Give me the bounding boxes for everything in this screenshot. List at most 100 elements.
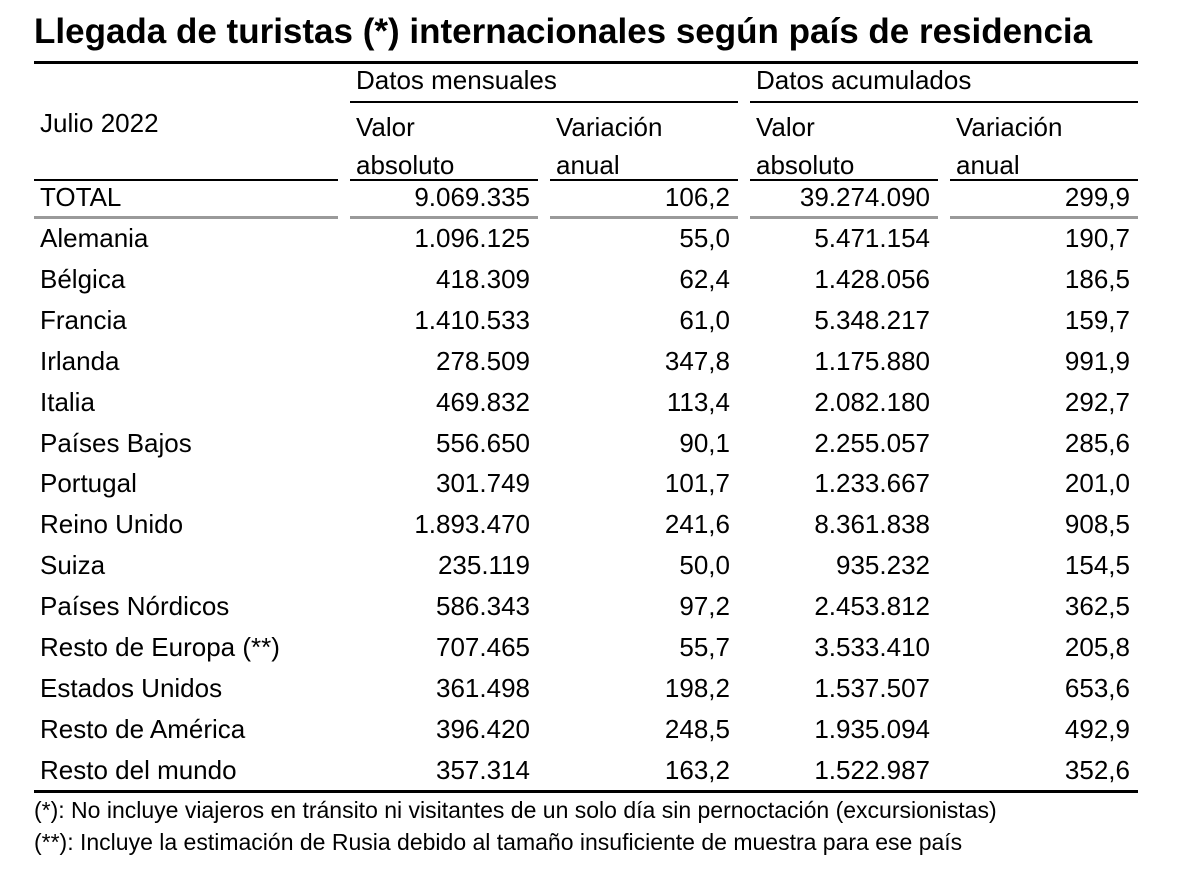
cell-a-var: 285,6 bbox=[1064, 428, 1130, 458]
cell-m-abs: 235.119 bbox=[437, 550, 530, 580]
total-rule-m-value bbox=[350, 216, 538, 219]
cell-a-var: 190,7 bbox=[1064, 223, 1130, 253]
row-label: Francia bbox=[40, 305, 127, 335]
header-m-value-line1: Valor bbox=[356, 112, 415, 142]
header-m-value: Valor absoluto bbox=[356, 108, 454, 184]
cell-m-abs: 418.309 bbox=[436, 264, 530, 294]
row-label: Países Bajos bbox=[40, 428, 192, 458]
row-label: Estados Unidos bbox=[40, 673, 223, 703]
cell-m-abs: 301.749 bbox=[436, 468, 530, 498]
cell-m-var: 347,8 bbox=[664, 346, 730, 376]
cell-a-var: 159,7 bbox=[1064, 305, 1130, 335]
row-label: Italia bbox=[40, 387, 95, 417]
cell-a-var: 492,9 bbox=[1064, 714, 1130, 744]
cell-m-abs: 396.420 bbox=[436, 714, 530, 744]
cell-m-var: 106,2 bbox=[664, 182, 730, 212]
row-label: Resto del mundo bbox=[40, 755, 237, 785]
header-group-cumulative: Datos acumulados bbox=[756, 65, 972, 95]
table-top-rule bbox=[34, 61, 1138, 64]
header-a-value-line1: Valor bbox=[756, 112, 815, 142]
cell-a-abs: 5.471.154 bbox=[814, 223, 930, 253]
row-label: Resto de Europa (**) bbox=[40, 632, 280, 662]
cell-m-abs: 586.343 bbox=[436, 591, 530, 621]
cell-a-abs: 1.935.094 bbox=[814, 714, 930, 744]
cell-m-var: 101,7 bbox=[664, 468, 730, 498]
cell-m-abs: 469.832 bbox=[436, 387, 530, 417]
cell-m-abs: 278.509 bbox=[436, 346, 530, 376]
cell-a-abs: 8.361.838 bbox=[814, 509, 930, 539]
header-rule-m-value bbox=[350, 179, 538, 181]
total-rule-a-value bbox=[750, 216, 938, 219]
total-rule-a-var bbox=[950, 216, 1138, 219]
cell-a-abs: 5.348.217 bbox=[814, 305, 930, 335]
cell-m-var: 163,2 bbox=[664, 755, 730, 785]
cell-m-var: 55,7 bbox=[679, 632, 730, 662]
cell-m-abs: 1.893.470 bbox=[414, 509, 530, 539]
cell-a-var: 362,5 bbox=[1064, 591, 1130, 621]
cell-m-abs: 556.650 bbox=[436, 428, 530, 458]
cell-a-var: 292,7 bbox=[1064, 387, 1130, 417]
cell-m-var: 50,0 bbox=[679, 550, 730, 580]
row-label: Alemania bbox=[40, 223, 149, 253]
row-label: Irlanda bbox=[40, 346, 120, 376]
cell-a-var: 908,5 bbox=[1064, 509, 1130, 539]
row-label: Bélgica bbox=[40, 264, 126, 294]
cell-a-abs: 2.255.057 bbox=[814, 428, 930, 458]
row-label: Portugal bbox=[40, 468, 137, 498]
table-bottom-rule bbox=[34, 790, 1138, 793]
cell-a-abs: 1.537.507 bbox=[814, 673, 930, 703]
cell-a-abs: 1.233.667 bbox=[814, 468, 930, 498]
header-a-variation: Variación anual bbox=[956, 108, 1062, 184]
row-label: Países Nórdicos bbox=[40, 591, 230, 621]
cell-m-abs: 9.069.335 bbox=[414, 182, 530, 212]
cell-m-var: 61,0 bbox=[679, 305, 730, 335]
header-m-variation-line1: Variación bbox=[556, 112, 663, 142]
cell-a-abs: 935.232 bbox=[836, 550, 930, 580]
total-rule-m-var bbox=[550, 216, 738, 219]
cell-a-abs: 39.274.090 bbox=[799, 182, 930, 212]
group-rule-monthly bbox=[350, 101, 738, 103]
header-m-variation: Variación anual bbox=[556, 108, 662, 184]
header-m-variation-line2: anual bbox=[556, 150, 620, 180]
row-label: Reino Unido bbox=[40, 509, 184, 539]
header-rule-label bbox=[34, 179, 338, 181]
cell-m-abs: 1.096.125 bbox=[414, 223, 530, 253]
cell-m-abs: 361.498 bbox=[436, 673, 530, 703]
total-rule-label bbox=[34, 216, 338, 219]
cell-a-abs: 1.428.056 bbox=[814, 264, 930, 294]
cell-m-abs: 1.410.533 bbox=[414, 305, 530, 335]
cell-a-abs: 1.175.880 bbox=[814, 346, 930, 376]
header-m-value-line2: absoluto bbox=[356, 150, 455, 180]
header-group-monthly: Datos mensuales bbox=[356, 65, 557, 95]
cell-a-var: 352,6 bbox=[1064, 755, 1130, 785]
cell-m-var: 90,1 bbox=[679, 428, 730, 458]
header-rule-a-value bbox=[750, 179, 938, 181]
cell-a-var: 154,5 bbox=[1064, 550, 1130, 580]
cell-m-var: 241,6 bbox=[664, 509, 730, 539]
cell-m-var: 248,5 bbox=[664, 714, 730, 744]
cell-a-var: 991,9 bbox=[1064, 346, 1130, 376]
header-a-value: Valor absoluto bbox=[756, 108, 854, 184]
header-rule-a-var bbox=[950, 179, 1138, 181]
cell-m-var: 55,0 bbox=[679, 223, 730, 253]
cell-a-abs: 2.453.812 bbox=[814, 591, 930, 621]
footnote-2: (**): Incluye la estimación de Rusia deb… bbox=[34, 829, 963, 855]
cell-a-var: 299,9 bbox=[1064, 182, 1130, 212]
row-label: Suiza bbox=[40, 550, 106, 580]
cell-a-var: 186,5 bbox=[1064, 264, 1130, 294]
footnote-1: (*): No incluye viajeros en tránsito ni … bbox=[34, 797, 997, 823]
header-rule-m-var bbox=[550, 179, 738, 181]
cell-a-var: 201,0 bbox=[1064, 468, 1130, 498]
cell-m-abs: 357.314 bbox=[436, 755, 530, 785]
cell-a-var: 205,8 bbox=[1064, 632, 1130, 662]
cell-m-var: 113,4 bbox=[666, 387, 730, 417]
cell-a-abs: 2.082.180 bbox=[814, 387, 930, 417]
cell-m-var: 62,4 bbox=[679, 264, 730, 294]
header-a-variation-line2: anual bbox=[956, 150, 1020, 180]
header-period: Julio 2022 bbox=[40, 108, 159, 138]
header-a-variation-line1: Variación bbox=[956, 112, 1063, 142]
cell-a-var: 653,6 bbox=[1064, 673, 1130, 703]
cell-m-var: 97,2 bbox=[679, 591, 730, 621]
cell-a-abs: 3.533.410 bbox=[814, 632, 930, 662]
cell-m-var: 198,2 bbox=[664, 673, 730, 703]
